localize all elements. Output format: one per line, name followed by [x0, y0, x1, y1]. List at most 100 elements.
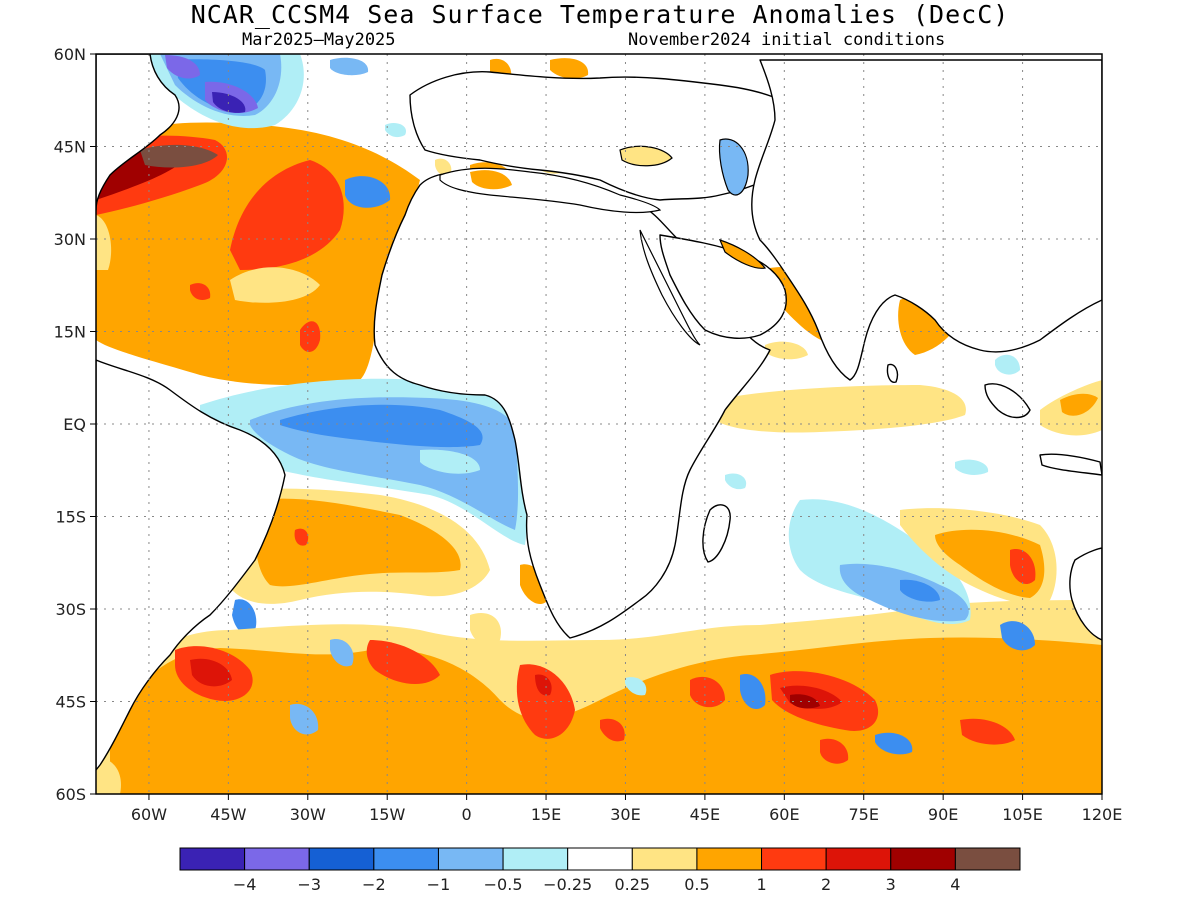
anomaly-region [1000, 621, 1035, 651]
lon-tick-label: 30E [610, 805, 640, 824]
lat-tick-label: 30N [54, 230, 86, 249]
anomaly-region [820, 738, 849, 764]
lat-tick-label: 60S [55, 785, 86, 804]
colorbar-label: 3 [886, 875, 896, 894]
lon-tick-label: 15W [369, 805, 405, 824]
anomaly-region [600, 718, 625, 742]
axis-ticks: 60N 45N 30N 15N EQ 15S 30S 45S 60S 60W 45W 30W 15W 0 1… [54, 45, 1123, 824]
lat-tick-label: 15N [54, 323, 86, 342]
anomaly-region [690, 676, 725, 708]
lat-tick-label: 45S [55, 693, 86, 712]
lon-tick-label: 120E [1082, 805, 1123, 824]
colorbar-swatch [761, 847, 827, 871]
lon-tick-label: 15E [531, 805, 561, 824]
anomaly-region [190, 283, 211, 301]
sri-lanka [886, 363, 899, 383]
lon-tick-label: 90E [928, 805, 958, 824]
lon-tick-label: 105E [1002, 805, 1043, 824]
colorbar-label: −3 [297, 875, 321, 894]
colorbar: −4 −3 −2 −1 −0.5 −0.25 0.25 0.5 1 2 3 4 [179, 847, 1021, 894]
europe-landmass [409, 71, 805, 201]
madagascar [702, 504, 731, 563]
colorbar-label: 1 [756, 875, 766, 894]
anomaly-region [294, 528, 309, 546]
anomaly-region [995, 354, 1020, 375]
initial-conditions: November2024 initial conditions [628, 30, 946, 50]
land-masses [96, 54, 1102, 771]
colorbar-swatch [890, 847, 956, 871]
anomaly-region [110, 637, 1102, 794]
anomaly-region [875, 732, 913, 755]
black-sea [619, 145, 673, 167]
anomaly-region [900, 579, 940, 602]
colorbar-label: 4 [950, 875, 960, 894]
caspian-sea [718, 138, 749, 196]
lon-tick-label: 75E [849, 805, 879, 824]
lon-tick-label: 0 [462, 805, 472, 824]
anomaly-region [230, 160, 344, 270]
colorbar-swatch [825, 847, 892, 871]
australia-landmass [1069, 547, 1102, 641]
colorbar-label: −1 [427, 875, 451, 894]
lat-tick-label: EQ [63, 415, 86, 434]
anomaly-region [96, 759, 121, 794]
asia-landmass [751, 59, 1102, 381]
mediterranean-warm [470, 170, 512, 190]
anomaly-region [385, 123, 406, 138]
anomaly-region [960, 718, 1015, 745]
colorbar-label: 0.5 [684, 875, 709, 894]
anomaly-region [300, 321, 321, 352]
anomaly-region [345, 176, 391, 208]
anomaly-region [535, 674, 552, 696]
north-america-landmass [96, 54, 180, 211]
lat-tick-label: 30S [55, 600, 86, 619]
anomaly-region [366, 640, 440, 685]
colorbar-label: 0.25 [614, 875, 650, 894]
anomaly-region [715, 385, 966, 433]
colorbar-swatch [502, 847, 569, 871]
anomaly-region [725, 473, 747, 490]
colorbar-swatch [954, 847, 1021, 871]
lat-tick-label: 60N [54, 45, 86, 64]
colorbar-label: −4 [233, 875, 257, 894]
lon-tick-label: 45E [690, 805, 720, 824]
colorbar-swatch [373, 847, 439, 871]
inland-seas [439, 138, 767, 346]
red-sea [639, 229, 701, 346]
anomaly-region [232, 599, 257, 635]
anomaly-region [790, 694, 820, 709]
anomaly-region [420, 449, 480, 474]
anomaly-region [740, 674, 766, 710]
anomaly-region [290, 703, 319, 735]
anomaly-region [625, 677, 647, 696]
anomaly-region [165, 55, 200, 79]
indonesia-islands [1039, 453, 1102, 476]
anomaly-region [550, 58, 589, 79]
anomaly-region [140, 144, 218, 168]
forecast-period: Mar2025–May2025 [242, 30, 396, 50]
colorbar-swatch [244, 847, 310, 871]
colorbar-label: −0.25 [543, 875, 592, 894]
anomaly-region [96, 215, 112, 270]
indonesia-islands [984, 383, 1031, 419]
anomaly-region [470, 612, 501, 646]
colorbar-swatch [696, 847, 763, 871]
anomaly-region [1060, 393, 1098, 416]
anomaly-region [435, 158, 452, 176]
south-america-landmass [96, 359, 286, 771]
anomaly-region [190, 658, 232, 687]
anomaly-region [280, 404, 483, 448]
colorbar-label: −0.5 [484, 875, 523, 894]
colorbar-swatch [179, 847, 246, 871]
lon-tick-label: 30W [290, 805, 326, 824]
lat-tick-label: 15S [55, 508, 86, 527]
colorbar-swatch [308, 847, 375, 871]
anomaly-region [330, 57, 369, 76]
map-title: NCAR_CCSM4 Sea Surface Temperature Anoma… [190, 0, 1010, 29]
colorbar-label: 2 [821, 875, 831, 894]
persian-gulf [718, 239, 767, 269]
grid-lines [96, 54, 1102, 794]
anomaly-region [935, 529, 1045, 598]
anomaly-region [330, 639, 354, 667]
